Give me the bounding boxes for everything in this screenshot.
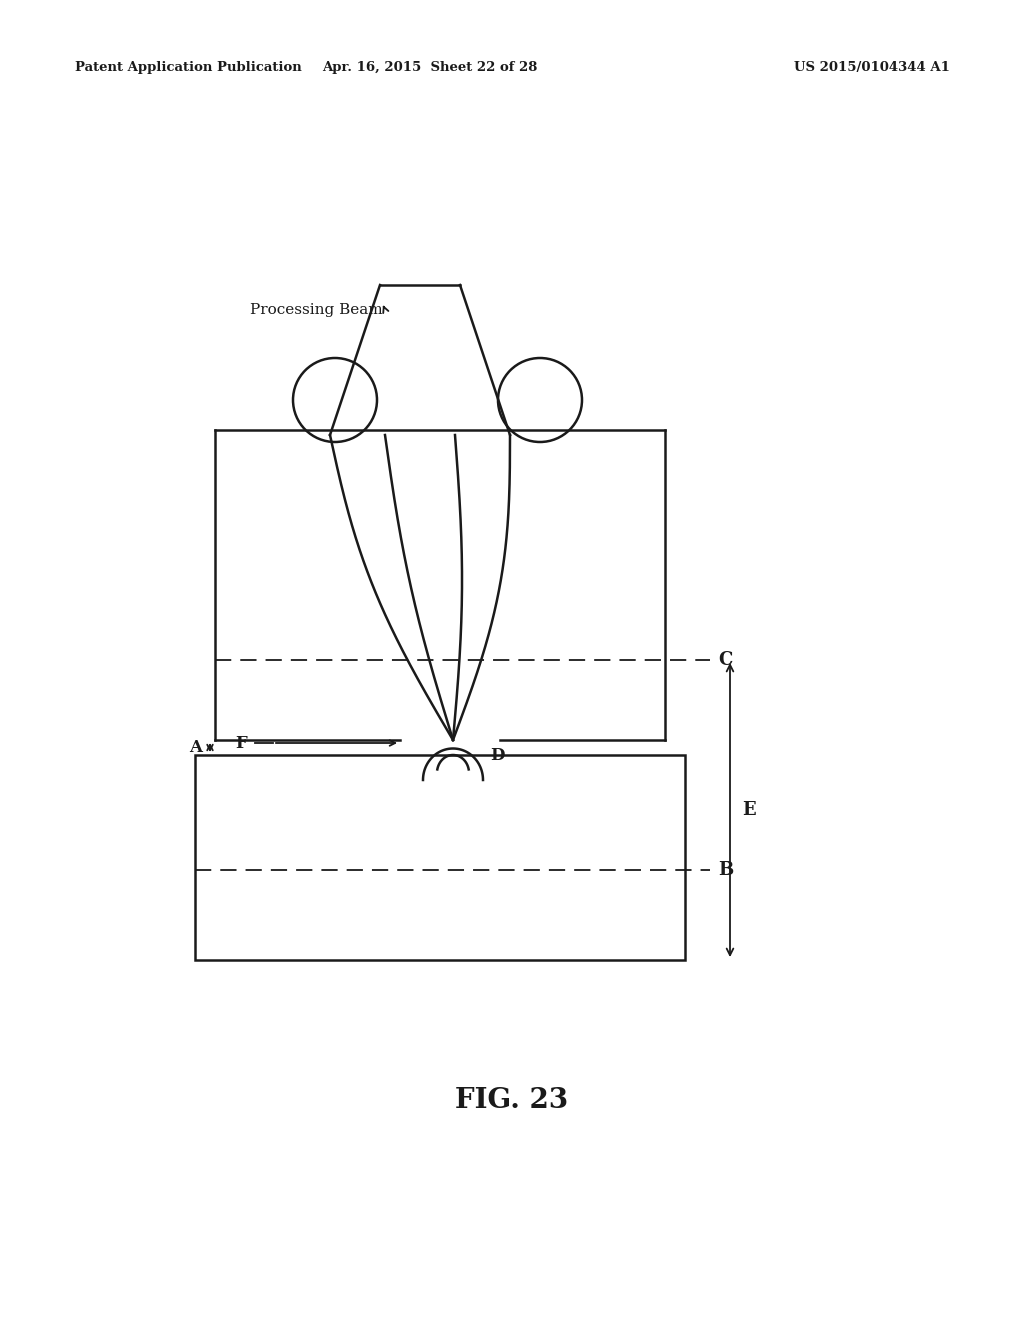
Text: D: D — [490, 747, 505, 763]
Text: US 2015/0104344 A1: US 2015/0104344 A1 — [795, 62, 950, 74]
Text: C: C — [718, 651, 732, 669]
Text: B: B — [718, 861, 733, 879]
Text: Patent Application Publication: Patent Application Publication — [75, 62, 302, 74]
Text: Apr. 16, 2015  Sheet 22 of 28: Apr. 16, 2015 Sheet 22 of 28 — [323, 62, 538, 74]
Text: Processing Beam: Processing Beam — [250, 304, 383, 317]
Text: E: E — [742, 801, 756, 818]
Bar — [195, 755, 685, 960]
Text: F: F — [236, 734, 247, 751]
Text: FIG. 23: FIG. 23 — [456, 1086, 568, 1114]
Text: A: A — [189, 739, 202, 756]
